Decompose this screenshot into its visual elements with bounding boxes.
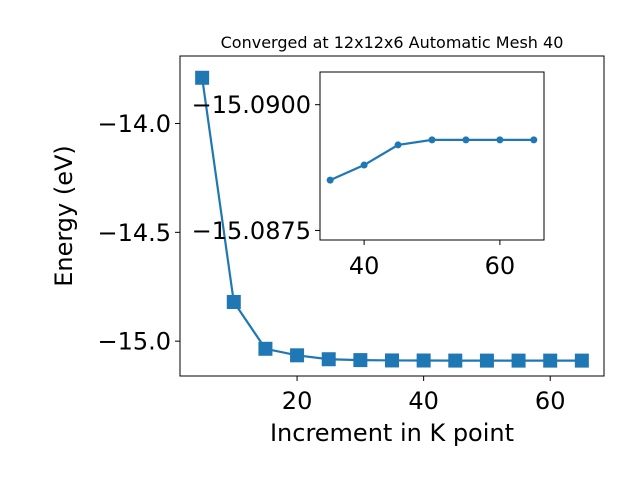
inset-data-point bbox=[462, 136, 470, 144]
inset-x-tick-label: 60 bbox=[485, 252, 516, 280]
main-series bbox=[195, 70, 589, 368]
inset-plot-frame bbox=[319, 71, 545, 241]
main-x-tick-label: 20 bbox=[282, 387, 313, 415]
inset-y-tick-label: −15.0900 bbox=[192, 91, 311, 119]
main-data-point bbox=[543, 353, 558, 368]
inset-x-tick-label: 40 bbox=[349, 252, 380, 280]
inset-data-point bbox=[394, 141, 402, 149]
inset-data-point bbox=[530, 136, 538, 144]
inset-background bbox=[320, 72, 544, 240]
inset-data-point bbox=[428, 136, 436, 144]
inset-series bbox=[326, 136, 538, 184]
main-ticks: 20 40 60 −14.0 −14.5 −15.0 bbox=[97, 110, 565, 415]
main-plot-frame bbox=[179, 55, 605, 377]
main-data-point bbox=[574, 353, 589, 368]
y-axis-label: Energy (eV) bbox=[50, 145, 78, 287]
main-data-point bbox=[290, 348, 305, 363]
main-x-tick-label: 60 bbox=[535, 387, 566, 415]
main-data-point bbox=[448, 353, 463, 368]
main-data-point bbox=[479, 353, 494, 368]
main-data-point bbox=[226, 294, 241, 309]
inset-plot: 40 60 −15.0900 −15.0875 bbox=[192, 71, 545, 280]
inset-ticks: 40 60 −15.0900 −15.0875 bbox=[192, 91, 516, 280]
inset-data-point bbox=[360, 161, 368, 169]
inset-data-point bbox=[326, 176, 334, 184]
x-axis-label: Increment in K point bbox=[270, 419, 514, 447]
main-data-point bbox=[195, 70, 210, 85]
main-y-tick-label: −14.5 bbox=[97, 219, 171, 247]
chart-title: Converged at 12x12x6 Automatic Mesh 40 bbox=[221, 33, 564, 52]
main-y-tick-label: −14.0 bbox=[97, 110, 171, 138]
inset-y-tick-label: −15.0875 bbox=[192, 217, 311, 245]
main-y-tick-label: −15.0 bbox=[97, 328, 171, 356]
main-data-point bbox=[353, 353, 368, 368]
inset-data-point bbox=[496, 136, 504, 144]
main-data-point bbox=[416, 353, 431, 368]
main-data-point bbox=[511, 353, 526, 368]
main-data-point bbox=[321, 352, 336, 367]
main-plot: Converged at 12x12x6 Automatic Mesh 40 2… bbox=[50, 33, 605, 447]
main-x-tick-label: 40 bbox=[408, 387, 439, 415]
main-data-point bbox=[385, 353, 399, 368]
main-data-point bbox=[258, 341, 273, 356]
